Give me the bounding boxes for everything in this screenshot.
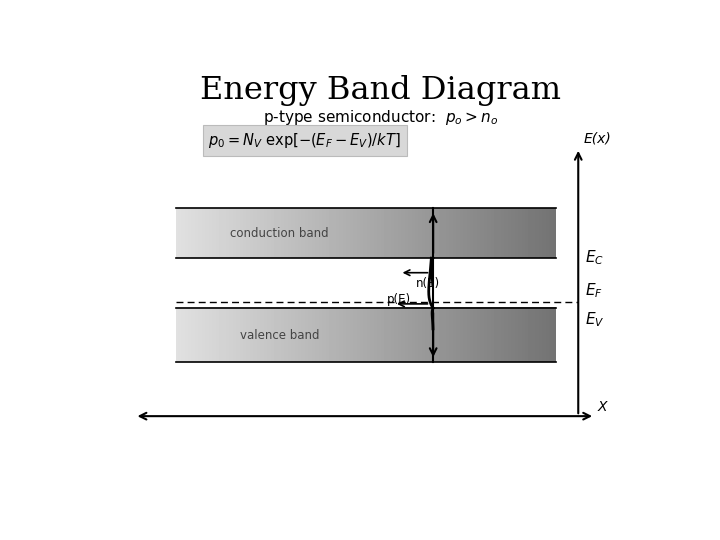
Text: E(x): E(x) <box>584 132 611 146</box>
Text: $E_F$: $E_F$ <box>585 281 603 300</box>
Text: Energy Band Diagram: Energy Band Diagram <box>199 75 561 106</box>
Text: $E_C$: $E_C$ <box>585 249 604 267</box>
Text: n(E): n(E) <box>415 277 440 290</box>
Text: conduction band: conduction band <box>230 227 329 240</box>
Text: valence band: valence band <box>240 328 320 342</box>
Text: X: X <box>598 400 607 414</box>
Text: $p_0 = N_V\ \mathrm{exp}[-(E_F - E_V)/kT]$: $p_0 = N_V\ \mathrm{exp}[-(E_F - E_V)/kT… <box>209 131 401 150</box>
Text: p(E): p(E) <box>387 293 411 306</box>
Text: $E_V$: $E_V$ <box>585 310 605 329</box>
Text: p-type semiconductor:  $p_o>n_o$: p-type semiconductor: $p_o>n_o$ <box>263 109 498 127</box>
